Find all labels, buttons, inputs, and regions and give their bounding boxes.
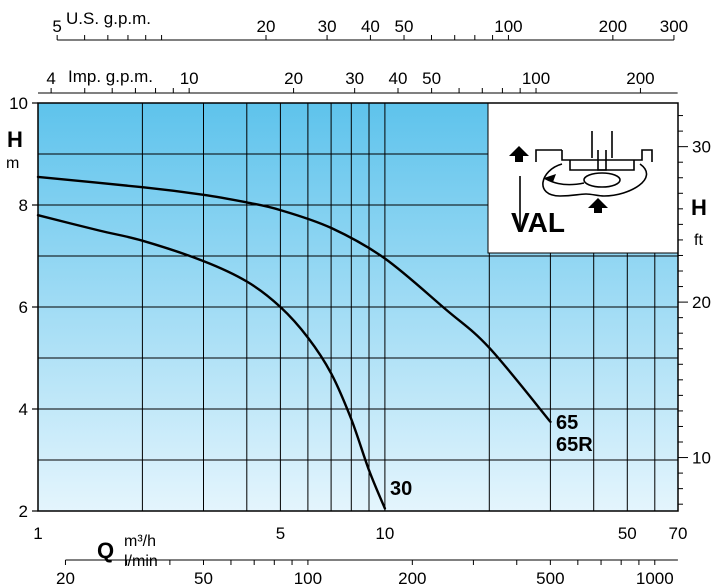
y-axis-unit: m <box>6 155 19 172</box>
axis-labels: 2 4 6 8 10 10 20 30 1 5 10 50 70 20 50 100 200 500 1000 5 20… <box>9 17 711 586</box>
x-tick-label: 10 <box>375 524 394 543</box>
model-label: VAL <box>511 207 565 238</box>
top-axis-1-tick-label: 30 <box>318 17 337 36</box>
plot-frame <box>37 102 679 512</box>
right-axis-symbol: H <box>691 195 707 220</box>
x-tick-label: 1 <box>33 524 42 543</box>
x-tick-label: 5 <box>276 524 285 543</box>
top-axis-2-tick-label: 30 <box>345 69 364 88</box>
y-tick-label: 4 <box>19 400 28 419</box>
curves <box>36 175 552 510</box>
secondary-tick-label: 50 <box>194 569 213 586</box>
secondary-tick-label: 100 <box>294 569 322 586</box>
series-label-65r: 65R <box>556 434 593 456</box>
top-axis-1-tick-label: 50 <box>395 17 414 36</box>
y-tick-label: 2 <box>19 502 28 521</box>
top-axis-2-tick-label: 10 <box>180 69 199 88</box>
secondary-tick-label: 500 <box>536 569 564 586</box>
top-axis-2-tick-label: 50 <box>422 69 441 88</box>
pump-illustration: VAL <box>487 102 679 254</box>
axis-ticks <box>32 35 688 565</box>
top-axis-1-label: U.S. g.p.m. <box>66 9 151 28</box>
curve-30 <box>36 214 387 510</box>
x-tick-label: 50 <box>618 524 637 543</box>
top-axis-2-tick-label: 200 <box>626 69 654 88</box>
top-axis-1-tick-label: 40 <box>361 17 380 36</box>
x-tick-label: 70 <box>669 524 688 543</box>
secondary-tick-label: 1000 <box>636 569 674 586</box>
secondary-tick-label: 20 <box>56 569 75 586</box>
top-axis-1-tick-label: 20 <box>257 17 276 36</box>
series-label-30: 30 <box>390 478 412 500</box>
y-tick-label: 8 <box>19 196 28 215</box>
right-tick-label: 30 <box>692 138 711 157</box>
right-tick-label: 20 <box>692 293 711 312</box>
top-axis-2-tick-label: 100 <box>522 69 550 88</box>
right-tick-label: 10 <box>692 449 711 468</box>
series-label-65: 65 <box>556 412 578 434</box>
secondary-tick-label: 200 <box>398 569 426 586</box>
top-axis-2-tick-label: 4 <box>46 69 55 88</box>
top-axis-1-tick-label: 200 <box>599 17 627 36</box>
y-axis-symbol: H <box>7 127 23 152</box>
top-axis-1-tick-label: 100 <box>494 17 522 36</box>
top-axis-2-tick-label: 40 <box>389 69 408 88</box>
top-axis-1-tick-label: 5 <box>52 17 61 36</box>
top-axis-2-tick-label: 20 <box>284 69 303 88</box>
y-tick-label: 6 <box>19 298 28 317</box>
grid-lines <box>37 103 679 511</box>
top-axis-2-label: Imp. g.p.m. <box>68 67 153 86</box>
y-tick-label: 10 <box>9 94 28 113</box>
right-axis-unit: ft <box>694 232 703 249</box>
top-axis-1-tick-label: 300 <box>660 17 688 36</box>
curve-65 <box>36 175 552 423</box>
x-axis-symbol: Q <box>97 538 114 563</box>
x-axis-primary-unit: m³/h <box>124 533 156 550</box>
x-axis-secondary-unit: l/min <box>124 553 158 570</box>
